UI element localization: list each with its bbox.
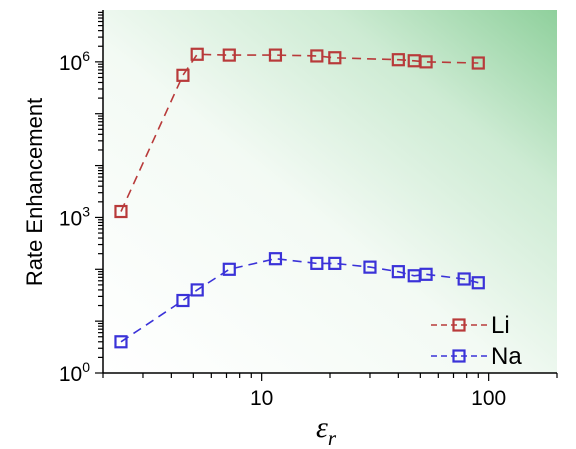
legend-label-na: Na xyxy=(491,343,522,370)
data-point-na xyxy=(176,293,190,308)
data-point-li xyxy=(190,47,204,61)
y-tick-label: 103 xyxy=(59,203,90,230)
data-point-na xyxy=(471,276,485,290)
data-point-li xyxy=(310,49,324,63)
y-axis-title: Rate Enhancement xyxy=(22,98,47,286)
series-line-na xyxy=(120,257,479,343)
legend: Li Na xyxy=(431,312,522,370)
data-point-na xyxy=(222,262,236,276)
data-point-na xyxy=(457,272,471,286)
data-point-li xyxy=(391,53,405,67)
data-point-na xyxy=(391,265,405,279)
series-layer xyxy=(114,47,485,349)
data-point-li xyxy=(176,68,190,82)
data-point-li xyxy=(419,55,433,69)
data-point-na xyxy=(363,260,377,274)
data-point-na xyxy=(328,256,342,270)
legend-marker-na xyxy=(452,349,466,363)
data-point-na xyxy=(114,335,128,349)
legend-label-li: Li xyxy=(491,312,510,339)
series-line-li xyxy=(120,53,479,212)
data-point-na xyxy=(419,267,433,281)
data-point-na xyxy=(310,256,324,270)
x-axis-title: εr xyxy=(316,411,337,449)
plot-area-background xyxy=(103,10,557,373)
data-point-na xyxy=(268,252,283,266)
data-point-li xyxy=(222,48,236,62)
data-point-li xyxy=(268,48,283,62)
x-tick-label: 10 xyxy=(250,387,273,410)
data-point-na xyxy=(190,283,204,297)
data-point-li xyxy=(471,56,485,70)
y-tick-label: 100 xyxy=(59,359,90,386)
data-point-li xyxy=(114,204,128,219)
ticks-layer xyxy=(95,11,558,381)
tick-labels-layer: 10 100 100 103 106 xyxy=(59,48,506,410)
x-tick-label: 100 xyxy=(471,387,506,410)
legend-marker-li xyxy=(452,318,466,332)
x-axis-title-symbol: ε xyxy=(316,411,328,444)
x-axis-title-subscript: r xyxy=(328,426,337,449)
data-point-li xyxy=(328,51,342,65)
y-tick-label: 106 xyxy=(59,48,90,75)
